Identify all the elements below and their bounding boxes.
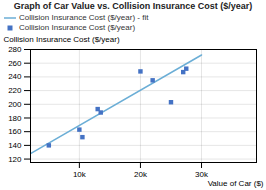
svg-text:20k: 20k [134,170,148,179]
svg-text:Collision Insurance Cost ($/ye: Collision Insurance Cost ($/year) [4,35,120,44]
html-text:Collision Insurance Cost ($/ye: Collision Insurance Cost ($/year) [19,23,135,32]
svg-text:280: 280 [8,45,22,54]
svg-text:260: 260 [8,59,22,68]
html-text:Graph of Car Value vs. Collisi: Graph of Car Value vs. Collision Insuran… [13,1,253,11]
svg-text:160: 160 [8,127,22,136]
svg-text:120: 120 [8,155,22,164]
svg-text:30k: 30k [195,170,208,180]
svg-text:180: 180 [8,114,22,123]
svg-text:220: 220 [8,86,22,95]
html-text:Collision Insurance Cost ($/ye: Collision Insurance Cost ($/year) - fit [19,13,149,22]
svg-text:240: 240 [8,72,22,81]
svg-text:140: 140 [8,141,22,150]
svg-text:Value of Car ($): Value of Car ($) [208,179,264,188]
svg-text:200: 200 [8,100,22,109]
svg-text:10k: 10k [73,170,87,179]
